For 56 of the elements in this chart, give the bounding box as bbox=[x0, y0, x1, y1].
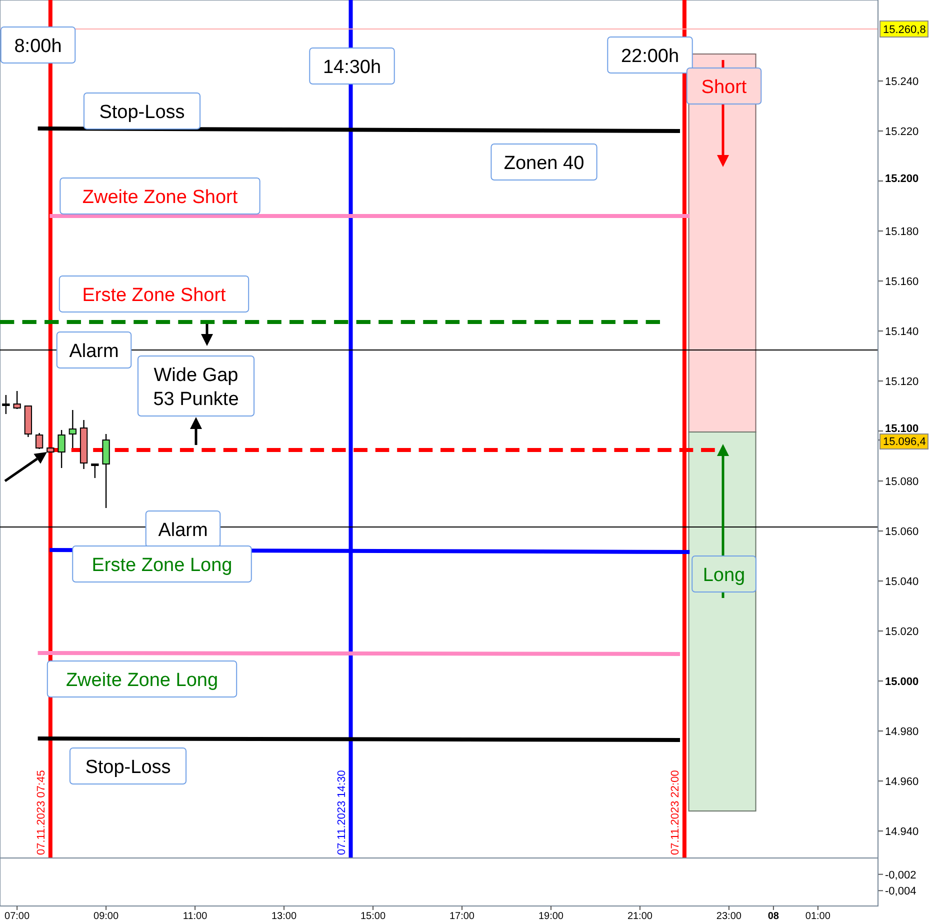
annotation: Short bbox=[701, 77, 748, 98]
annotation: Zonen 40 bbox=[504, 153, 584, 174]
y-tick-label: -0,002 bbox=[885, 869, 916, 882]
y-tick-label: 15.160 bbox=[885, 276, 919, 288]
x-tick-label: 15:00 bbox=[360, 911, 386, 920]
x-tick-label: 21:00 bbox=[627, 911, 653, 920]
y-tick-label: 15.120 bbox=[885, 376, 919, 388]
y-tick-label: 14.940 bbox=[885, 826, 919, 838]
annotation: Wide Gap 53 Punkte bbox=[153, 365, 239, 410]
annotation: Stop-Loss bbox=[99, 102, 185, 123]
ref-line-label: 15.260,8 bbox=[883, 24, 926, 36]
y-tick-label: 15.040 bbox=[885, 576, 919, 588]
y-tick-label: 15.080 bbox=[885, 476, 919, 488]
annotation: Alarm bbox=[158, 520, 208, 541]
y-tick-label: 15.020 bbox=[885, 626, 919, 638]
annotation: Erste Zone Long bbox=[92, 555, 232, 576]
x-tick-label: 11:00 bbox=[182, 911, 208, 920]
annotation: Zweite Zone Short bbox=[82, 187, 238, 208]
candlestick bbox=[2, 394, 10, 415]
y-tick-label: 15.000 bbox=[885, 676, 919, 688]
annotation: Long bbox=[702, 565, 746, 586]
x-tick-label: 23:00 bbox=[716, 911, 742, 920]
y-tick-label: 15.060 bbox=[885, 526, 919, 538]
x-tick-label: 08 bbox=[768, 911, 780, 920]
ref-line-label: 07.11.2023 07:45 bbox=[35, 770, 48, 855]
y-tick-label: 15.220 bbox=[885, 126, 919, 138]
x-tick-label: 19:00 bbox=[538, 911, 564, 920]
x-tick-label: 07:00 bbox=[4, 911, 30, 920]
annotation: 8:00h bbox=[14, 36, 62, 57]
y-tick-label: -0,004 bbox=[885, 886, 916, 898]
candlestick bbox=[68, 409, 77, 449]
candlestick bbox=[91, 463, 99, 479]
ref-line-label: 07.11.2023 14:30 bbox=[336, 770, 348, 855]
annotation: Alarm bbox=[69, 341, 119, 362]
y-tick-label: 14.960 bbox=[885, 776, 919, 788]
annotation: Erste Zone Short bbox=[82, 285, 227, 306]
y-tick-label: 15.240 bbox=[885, 76, 919, 88]
candlestick bbox=[58, 429, 66, 469]
x-tick-label: 09:00 bbox=[94, 911, 119, 920]
x-tick-label: 17:00 bbox=[449, 911, 475, 920]
x-tick-label: 13:00 bbox=[272, 911, 297, 920]
annotation: 14:30h bbox=[322, 57, 382, 78]
candlestick bbox=[13, 390, 21, 410]
candlestick bbox=[35, 432, 44, 450]
candlestick bbox=[102, 433, 110, 509]
y-tick-label: 15.200 bbox=[885, 173, 919, 185]
x-tick-label: 01:00 bbox=[805, 911, 831, 920]
annotation: 22:00h bbox=[620, 46, 680, 67]
y-tick-label: 15.096,4 bbox=[883, 436, 926, 448]
ref-line-label: 07.11.2023 22:00 bbox=[669, 770, 682, 855]
annotation: Stop-Loss bbox=[85, 757, 171, 778]
y-tick-label: 15.100 bbox=[885, 423, 919, 435]
y-tick-label: 15.180 bbox=[885, 226, 919, 238]
y-tick-label: 14.980 bbox=[885, 726, 919, 738]
y-tick-label: 15.140 bbox=[885, 326, 919, 338]
annotation: Zweite Zone Long bbox=[66, 670, 218, 691]
